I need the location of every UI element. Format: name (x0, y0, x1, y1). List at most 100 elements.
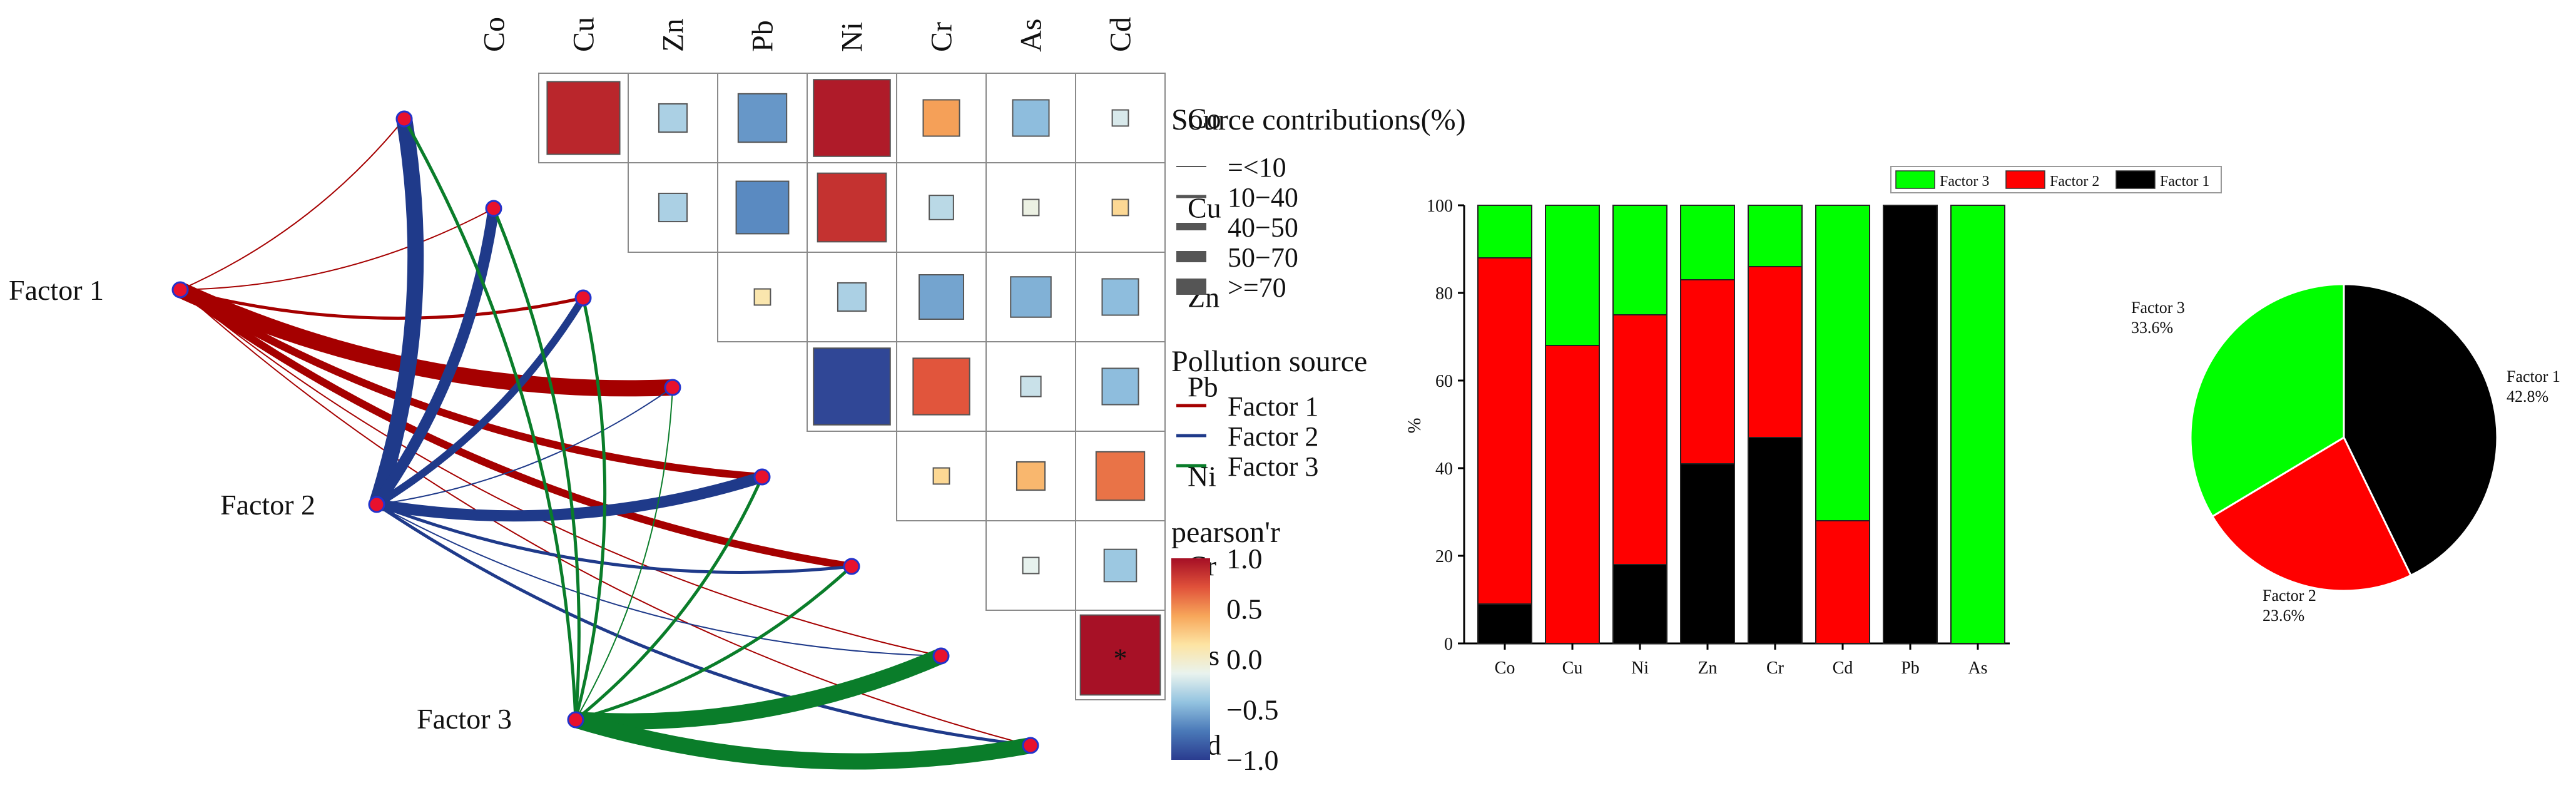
column-label-cd: Cd (1104, 17, 1138, 52)
pie-label-name-factor-3: Factor 3 (2131, 299, 2185, 317)
bar-legend-swatch-factor-2 (2005, 170, 2045, 189)
link-factor-2-co (369, 111, 424, 513)
correlation-heatmap: CoCuZnPbNiCrAsCdCoCuZnPbNiCrAsCd* (478, 17, 1221, 761)
bar-y-tick-1: 20 (1435, 547, 1453, 566)
link-factor-1-ni (176, 286, 766, 481)
source-legend-label-3: 50−70 (1228, 242, 1298, 273)
bar-ni-factor-3 (1612, 205, 1667, 315)
significance-star: * (1114, 643, 1128, 674)
pie-slice-factor-2 (2211, 436, 2413, 592)
correlation-square-cu-cd (1111, 198, 1129, 217)
bar-zn-factor-1 (1680, 463, 1735, 644)
link-factor-2-zn (373, 294, 587, 508)
link-factor-3-cr (574, 565, 853, 722)
bar-x-tick-cu: Cu (1562, 658, 1583, 678)
bar-x-tick-pb: Pb (1901, 658, 1920, 678)
pie-label-value-factor-2: 23.6% (2263, 606, 2304, 625)
node-factor-2 (368, 496, 385, 513)
link-factor-1-cu (180, 208, 494, 290)
bar-cr-factor-2 (1748, 266, 1803, 438)
bar-cd-factor-3 (1815, 205, 1870, 521)
correlation-square-cu-as (1022, 198, 1040, 217)
bar-x-tick-co: Co (1495, 658, 1515, 678)
bar-cu-factor-2 (1545, 345, 1600, 644)
link-factor-1-co (180, 118, 405, 290)
pollution-legend-label-0: Factor 1 (1228, 391, 1318, 422)
colorbar-tick-3: −0.5 (1226, 694, 1278, 726)
pie-chart: Factor 142.8% Factor 223.6% Factor 3 33.6% (2131, 283, 2560, 625)
row-label-pb: Pb (1188, 371, 1218, 403)
heatmap-cell-cr-cd (1075, 520, 1166, 611)
source-contributions-title: Source contributions(%) (1171, 103, 1466, 136)
correlation-square-co-cd (1111, 109, 1129, 127)
bar-co-factor-1 (1477, 603, 1532, 644)
factor-label-factor-2: Factor 2 (220, 489, 315, 521)
node-ni (753, 468, 771, 486)
pollution-legend-label-2: Factor 3 (1228, 451, 1318, 482)
correlation-square-ni-cr (932, 467, 950, 485)
bar-legend-swatch-factor-1 (2115, 170, 2156, 189)
bar-legend-label-factor-1: Factor 1 (2160, 173, 2209, 190)
bar-legend-box (1890, 166, 2222, 193)
correlation-square-co-zn (658, 103, 688, 133)
correlation-square-cu-pb (735, 180, 790, 235)
correlation-square-cu-ni (817, 172, 887, 243)
source-legend-label-0: =<10 (1228, 152, 1286, 183)
heatmap-cell-zn-cr (896, 252, 987, 342)
node-pb (664, 379, 681, 396)
colorbar-tick-0: 1.0 (1226, 543, 1263, 575)
node-cu (485, 200, 502, 217)
source-legend-label-4: >=70 (1228, 272, 1286, 303)
correlation-square-co-ni (813, 79, 891, 157)
bar-cd-factor-2 (1815, 520, 1870, 644)
stacked-bar-chart: 0 20 40 60 80 100% Co Cu Ni Zn Cr Cd Pb As Factor 3 Fac… (1404, 166, 2222, 678)
link-factor-3-cu (492, 207, 581, 722)
node-factor-1 (171, 281, 189, 299)
bar-co-factor-2 (1477, 257, 1532, 605)
bar-legend-label-factor-2: Factor 2 (2050, 173, 2099, 190)
factor-label-factor-3: Factor 3 (417, 703, 512, 735)
bar-x-tick-ni: Ni (1631, 658, 1649, 678)
source-legend-label-1: 10−40 (1228, 182, 1298, 213)
link-factor-2-as (376, 504, 942, 657)
network-legends: Source contributions(%) =<1010−4040−5050−… (1171, 103, 1466, 776)
pie-label-value-factor-1: 42.8% (2507, 387, 2548, 406)
bar-legend-swatch-factor-3 (1895, 170, 1935, 189)
bar-y-tick-0: 0 (1444, 635, 1453, 654)
correlation-square-cr-as (1022, 556, 1040, 575)
pie-slice-factor-1 (2343, 283, 2498, 577)
source-legend-label-2: 40−50 (1228, 212, 1298, 243)
bar-pb-factor-1 (1883, 205, 1938, 644)
correlation-square-pb-ni (813, 347, 891, 426)
correlation-square-pb-as (1020, 376, 1042, 397)
bar-as-factor-3 (1950, 205, 2005, 644)
column-label-as: As (1015, 19, 1048, 52)
link-factor-2-cd (375, 503, 1032, 747)
column-label-ni: Ni (836, 22, 869, 52)
link-factor-2-cu (371, 203, 499, 510)
column-label-co: Co (478, 17, 511, 52)
column-label-zn: Zn (657, 19, 690, 52)
bar-y-tick-2: 40 (1435, 459, 1453, 479)
correlation-square-zn-pb (753, 288, 771, 306)
colorbar-tick-1: 0.5 (1226, 593, 1263, 625)
colorbar-tick-4: −1.0 (1226, 744, 1278, 776)
link-factor-1-zn (178, 288, 585, 320)
bar-ni-factor-2 (1612, 314, 1667, 565)
bar-zn-factor-2 (1680, 279, 1735, 464)
correlation-square-zn-cr (919, 274, 964, 320)
link-factor-3-as (568, 648, 949, 730)
node-cr (843, 558, 860, 575)
factor-label-factor-1: Factor 1 (9, 274, 104, 306)
correlation-square-zn-as (1010, 276, 1052, 318)
link-factor-3-co (402, 117, 578, 722)
bar-y-tick-3: 60 (1435, 372, 1453, 391)
node-factor-3 (567, 711, 584, 729)
column-label-pb: Pb (746, 20, 780, 52)
correlation-square-co-cu (546, 81, 621, 155)
bar-x-tick-cr: Cr (1766, 658, 1784, 678)
link-factor-3-cd (568, 712, 1039, 770)
colorbar-bar (1171, 558, 1210, 760)
bar-x-tick-zn: Zn (1698, 658, 1717, 678)
